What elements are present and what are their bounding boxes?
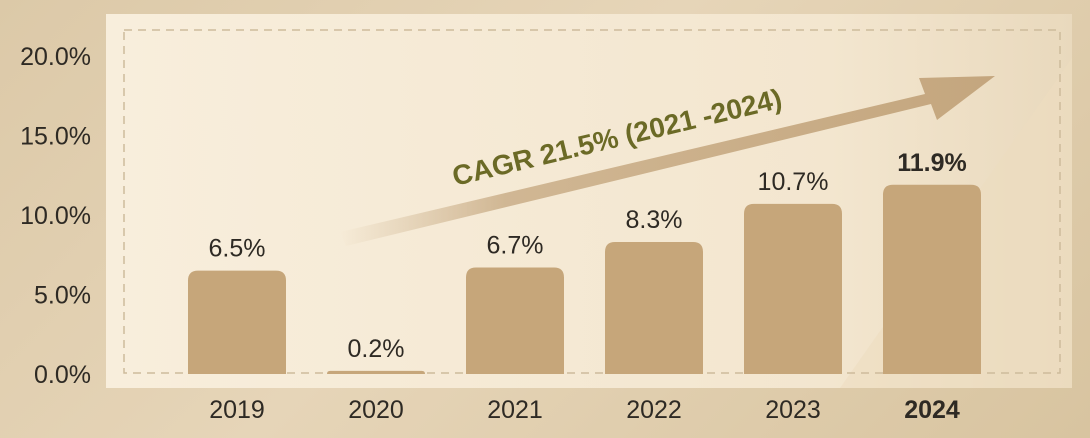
cagr-arrow — [340, 76, 995, 246]
x-tick-label: 2024 — [904, 396, 960, 424]
y-tick-label: 5.0% — [34, 282, 91, 310]
y-tick-label: 10.0% — [20, 202, 91, 230]
data-label: 6.7% — [487, 231, 544, 259]
bar-2024 — [883, 184, 981, 374]
data-labels: 6.5% 0.2% 6.7% 8.3% 10.7% 11.9% — [209, 149, 967, 363]
x-tick-label: 2020 — [348, 396, 404, 424]
data-label: 0.2% — [348, 335, 405, 363]
bar-2021 — [466, 267, 564, 374]
x-tick-label: 2019 — [209, 396, 265, 424]
data-label: 10.7% — [758, 168, 829, 196]
x-tick-label: 2022 — [626, 396, 682, 424]
y-tick-label: 20.0% — [20, 43, 91, 71]
y-tick-label: 0.0% — [34, 361, 91, 389]
bar-2019 — [188, 270, 286, 374]
bar-2022 — [605, 242, 703, 374]
x-tick-label: 2023 — [765, 396, 821, 424]
plot-frame — [123, 29, 1061, 374]
bar-2023 — [744, 203, 842, 374]
bars — [188, 184, 981, 374]
data-label: 6.5% — [209, 235, 266, 263]
x-axis: 2019 2020 2021 2022 2023 2024 — [209, 396, 960, 424]
data-label: 11.9% — [897, 149, 967, 177]
bar-2020 — [327, 370, 425, 374]
y-axis: 0.0% 5.0% 10.0% 15.0% 20.0% — [20, 43, 91, 389]
x-tick-label: 2021 — [487, 396, 543, 424]
data-label: 8.3% — [626, 206, 683, 234]
y-tick-label: 15.0% — [20, 123, 91, 151]
